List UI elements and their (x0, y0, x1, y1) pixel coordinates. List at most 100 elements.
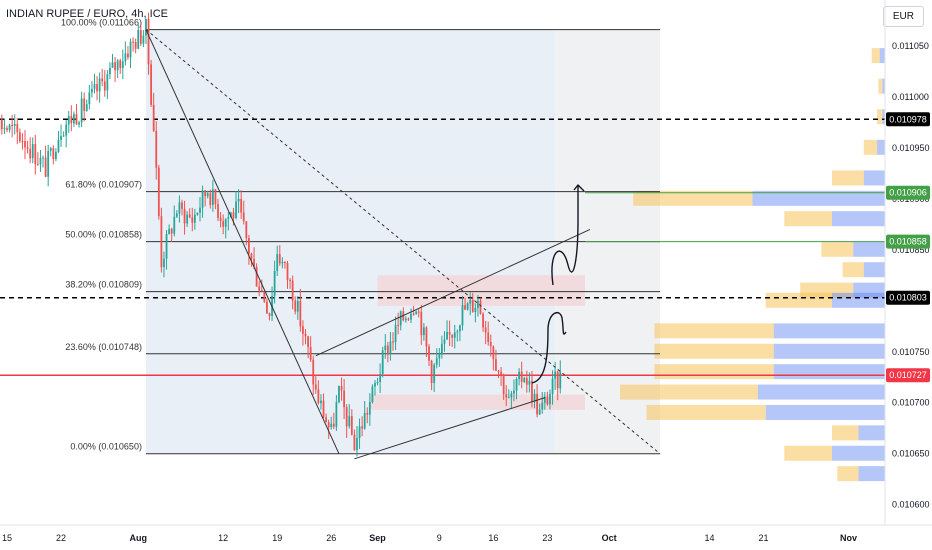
candle-body (525, 377, 528, 385)
candle-body (266, 301, 268, 314)
candle-body (518, 371, 520, 379)
volume-profile-bar (832, 292, 885, 308)
candle-body (446, 331, 448, 340)
y-tick-label: 0.010750 (892, 347, 930, 357)
candle-body (312, 359, 315, 385)
candle-body (325, 417, 327, 423)
candle-body (489, 342, 492, 347)
candle-body (528, 380, 531, 385)
candle-body (54, 151, 57, 160)
candle-body (399, 311, 402, 326)
candle-body (459, 325, 461, 332)
candle-body (127, 53, 129, 58)
candle-body (327, 422, 330, 428)
candle-body (487, 332, 490, 343)
candle-body (93, 84, 96, 89)
candle-body (85, 104, 88, 111)
candle-body (147, 18, 150, 65)
candle-body (96, 84, 98, 92)
candle-body (392, 341, 394, 343)
currency-button[interactable]: EUR (882, 6, 924, 27)
candle-body (477, 300, 479, 308)
candle-body (70, 116, 73, 124)
volume-profile-bar (877, 139, 885, 155)
candle-body (186, 214, 189, 224)
candle-body (381, 350, 384, 375)
candle-body (482, 313, 484, 328)
candle-body (199, 207, 201, 213)
volume-profile-bar (858, 466, 885, 482)
candle-body (16, 124, 19, 133)
candle-body (549, 393, 551, 405)
candle-body (307, 336, 309, 347)
candle-body (109, 67, 111, 75)
price-labels-layer: 0.010978 0.010906 0.010858 0.010803 0.010727 (886, 112, 930, 383)
x-tick-label: 22 (56, 533, 66, 543)
volume-profile-bar (832, 211, 885, 227)
y-tick-label: 0.011000 (892, 92, 929, 102)
candle-body (258, 286, 261, 291)
candle-body (556, 371, 559, 389)
price-label-tag (886, 368, 930, 383)
candle-body (62, 135, 65, 137)
candle-body (145, 18, 147, 36)
candle-body (433, 364, 436, 384)
candle-body (170, 228, 173, 234)
volume-profile-bar (633, 190, 753, 206)
candle-body (106, 74, 109, 91)
candle-body (430, 360, 433, 384)
candle-body (536, 393, 539, 415)
candle-body (289, 279, 291, 281)
candle-body (332, 423, 335, 427)
candle-body (214, 189, 217, 205)
candle-body (237, 198, 240, 202)
volume-profile-bar (773, 343, 885, 359)
candle-body (111, 62, 114, 68)
candle-body (453, 332, 456, 338)
candle-body (520, 371, 523, 382)
price-label-text: 0.010978 (889, 114, 927, 124)
candle-body (3, 128, 6, 130)
y-tick-label: 0.010950 (892, 143, 930, 153)
candle-body (232, 212, 235, 218)
candle-body (73, 114, 75, 124)
candle-body (181, 202, 183, 209)
y-tick-label: 0.010650 (892, 449, 930, 459)
x-tick-label: 19 (272, 533, 282, 543)
candle-body (502, 375, 505, 395)
candle-body (451, 334, 454, 338)
candle-body (119, 60, 122, 69)
candle-body (196, 212, 199, 215)
candle-body (461, 305, 464, 326)
candle-body (204, 190, 207, 197)
candle-body (543, 396, 546, 403)
candle-body (129, 41, 132, 58)
candle-body (24, 141, 26, 148)
candle-body (263, 291, 266, 302)
candle-body (101, 78, 104, 82)
candle-body (26, 147, 29, 149)
candle-body (294, 300, 297, 312)
candle-body (335, 402, 338, 427)
candle-body (417, 311, 420, 313)
candle-body (83, 98, 86, 111)
candle-body (253, 258, 255, 267)
trend-line (145, 29, 340, 454)
candle-body (368, 402, 371, 415)
x-tick-label: Nov (840, 533, 857, 543)
candle-body (284, 261, 286, 264)
candle-body (515, 378, 518, 391)
volume-profile-bar (784, 211, 832, 227)
volume-profile-bar (863, 170, 885, 186)
x-tick-label: 14 (705, 533, 715, 543)
candle-body (245, 221, 248, 239)
volume-profile-bar (882, 109, 885, 125)
candle-body (193, 214, 196, 223)
candle-body (448, 331, 451, 335)
candle-body (309, 346, 312, 360)
candle-body (286, 263, 289, 280)
fib-level-label: 0.00% (0.010650) (70, 442, 142, 452)
candle-body (469, 299, 472, 304)
candle-body (340, 386, 343, 391)
